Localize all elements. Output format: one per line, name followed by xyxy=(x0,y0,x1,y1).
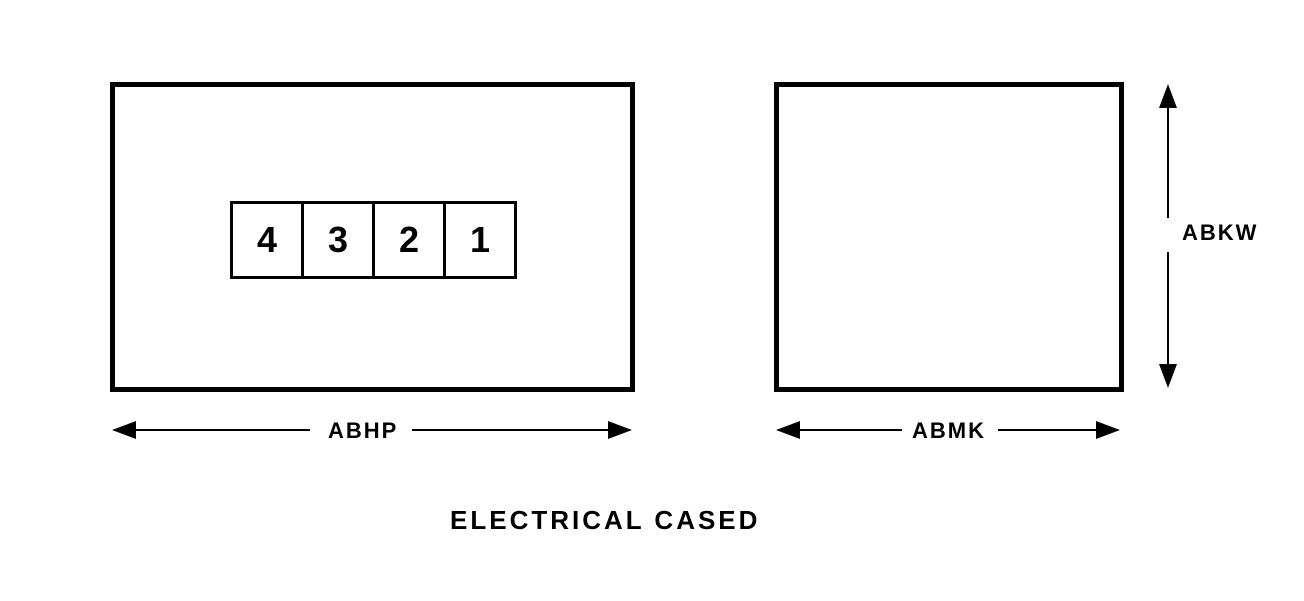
abhp-line-left xyxy=(130,429,310,431)
abkw-line-top xyxy=(1167,102,1169,218)
terminal-2: 2 xyxy=(372,201,446,279)
diagram-container: 4 3 2 1 ABHP ABMK ABKW ELECTRICAL CASED xyxy=(0,0,1304,601)
terminal-4: 4 xyxy=(230,201,304,279)
abmk-line-left xyxy=(794,429,902,431)
abkw-line-bottom xyxy=(1167,252,1169,366)
abmk-label: ABMK xyxy=(912,418,986,444)
side-view-box xyxy=(774,82,1124,392)
abmk-line-right xyxy=(998,429,1098,431)
terminal-1: 1 xyxy=(443,201,517,279)
abhp-arrow-right xyxy=(608,421,632,439)
diagram-title: ELECTRICAL CASED xyxy=(450,505,760,536)
abhp-label: ABHP xyxy=(328,418,398,444)
terminal-3: 3 xyxy=(301,201,375,279)
terminal-row: 4 3 2 1 xyxy=(230,201,517,279)
abmk-arrow-right xyxy=(1096,421,1120,439)
abkw-label: ABKW xyxy=(1182,220,1258,246)
abhp-line-right xyxy=(412,429,610,431)
abkw-arrow-bottom xyxy=(1159,364,1177,388)
